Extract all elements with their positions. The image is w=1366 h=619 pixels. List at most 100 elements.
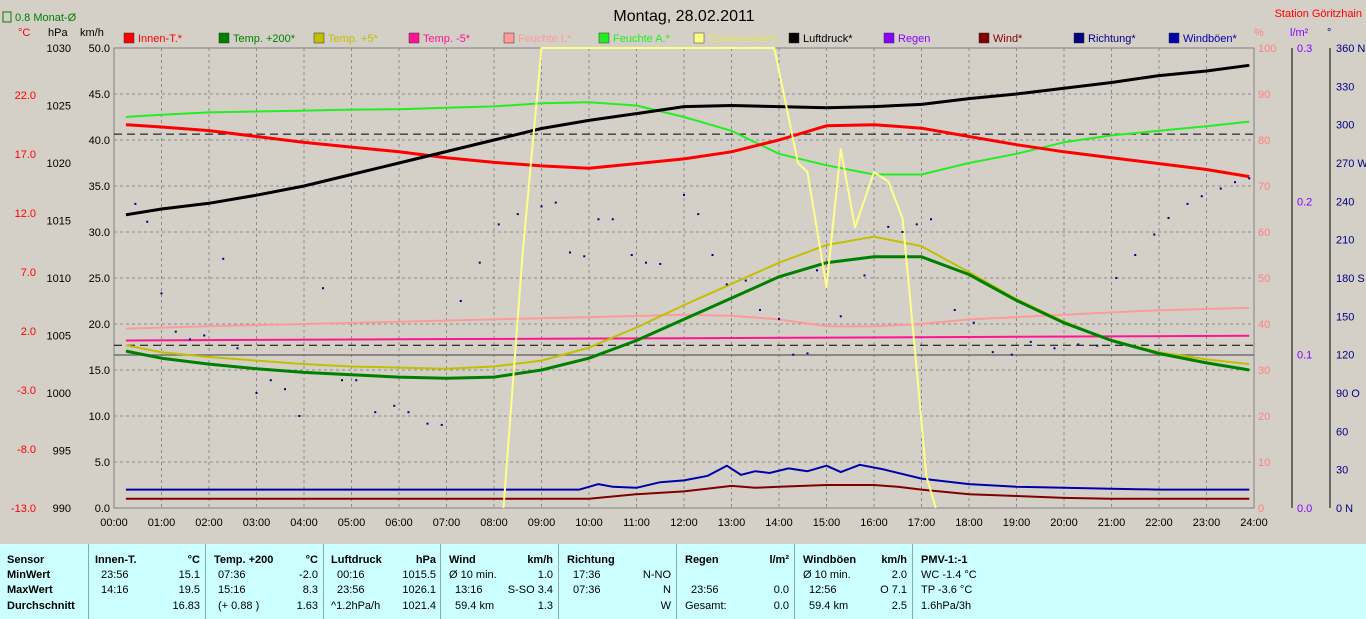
pmv-column: PMV-1:-1 WC -1.4 °C TP -3.6 °C 1.6hPa/3h — [912, 544, 1063, 619]
series-line-feuchte-a- — [125, 101, 1250, 176]
pressure-tick-label: 1010 — [47, 273, 71, 285]
boeen-column: Windböen km/h Ø 10 min. 2.0 12:56 O 7.1 … — [794, 544, 913, 619]
direction-point — [269, 379, 272, 382]
druck-max-time: 23:56 — [337, 584, 365, 596]
humidity-tick-label: 80 — [1258, 135, 1270, 147]
x-tick-label: 08:00 — [480, 517, 508, 529]
x-tick-label: 20:00 — [1050, 517, 1078, 529]
temp-tick-label: -3.0 — [17, 385, 36, 397]
legend-label: Innen-T.* — [138, 33, 183, 45]
direction-point — [683, 193, 685, 196]
wind-unit: km/h — [527, 554, 553, 566]
direction-tick-label: 210 — [1336, 235, 1354, 247]
pressure-tick-label: 1025 — [47, 101, 71, 113]
series-line-feuchte-i- — [125, 306, 1250, 330]
wind-avg-note: 59.4 km — [455, 600, 495, 612]
temp200-avg-note: (+ 0.88 ) — [218, 600, 260, 612]
druck-min-value: 1015.5 — [402, 569, 436, 581]
pmv-dew-point: TP -3.6 °C — [921, 584, 973, 596]
wind-tick-label: 5.0 — [95, 457, 110, 469]
series-line-sonnenschein — [502, 47, 937, 509]
innen-min-time: 23:56 — [101, 569, 129, 581]
x-tick-label: 05:00 — [338, 517, 366, 529]
legend-label: Temp. -5* — [423, 33, 471, 45]
temp200-max-value: 8.3 — [302, 584, 318, 596]
direction-point — [407, 411, 410, 414]
legend-swatch — [978, 32, 990, 44]
wind-tick-label: 20.0 — [89, 319, 110, 331]
temp-tick-label: -8.0 — [17, 444, 36, 456]
direction-point — [322, 287, 324, 290]
direction-point — [160, 292, 163, 295]
x-tick-label: 13:00 — [718, 517, 746, 529]
direction-unit-label: ° — [1327, 27, 1331, 39]
humidity-tick-label: 30 — [1258, 365, 1270, 377]
rain-tick-label: 0.1 — [1297, 350, 1312, 362]
direction-tick-label: 0 N — [1336, 503, 1353, 515]
innen-unit: °C — [187, 554, 200, 566]
x-tick-label: 04:00 — [290, 517, 318, 529]
direction-point — [426, 422, 429, 425]
druck-avg: 1021.4 — [402, 600, 436, 612]
direction-point — [284, 388, 286, 391]
x-tick-label: 12:00 — [670, 517, 698, 529]
weather-chart: 00:00 01:00 02:00 03:00 04:00 05:00 06:00 07:00… — [2, 8, 1366, 529]
direction-point — [901, 231, 904, 233]
rain-unit-label: l/m² — [1290, 27, 1309, 39]
x-tick-label: 18:00 — [955, 517, 983, 529]
row-label-max: MaxWert — [7, 584, 53, 596]
direction-points — [134, 177, 1251, 426]
series-line-luftdruck- — [125, 63, 1250, 217]
direction-tick-label: 60 — [1336, 426, 1348, 438]
direction-point — [1096, 344, 1099, 347]
x-tick-label: 17:00 — [908, 517, 936, 529]
temp200-column: Temp. +200 °C 07:36 -2.0 15:16 8.3 (+ 0.… — [205, 544, 324, 619]
legend-swatch — [408, 32, 420, 44]
direction-point — [1053, 347, 1056, 350]
wind-max-time: 13:16 — [455, 584, 483, 596]
direction-point — [806, 352, 809, 355]
pressure-tick-label: 990 — [53, 503, 71, 515]
series-line-wind- — [125, 484, 1250, 500]
legend-label: Luftdruck* — [803, 33, 853, 45]
direction-point — [744, 279, 747, 282]
x-tick-label: 07:00 — [433, 517, 461, 529]
pmv-wind-chill: WC -1.4 °C — [921, 569, 977, 581]
x-tick-label: 00:00 — [100, 517, 128, 529]
x-tick-label: 16:00 — [860, 517, 888, 529]
legend-label: Feuchte A.* — [613, 33, 671, 45]
wind-min-time: Ø 10 min. — [449, 569, 497, 581]
boeen-unit: km/h — [881, 554, 907, 566]
humidity-tick-label: 40 — [1258, 319, 1270, 331]
direction-point — [554, 201, 557, 204]
boeen-avg-note: 59.4 km — [809, 600, 849, 612]
boeen-max-time: 12:56 — [809, 584, 837, 596]
x-tick-label: 03:00 — [243, 517, 271, 529]
legend-label: Feuchte I.* — [518, 33, 572, 45]
series-line-temp-200- — [125, 255, 1250, 380]
regen-column: Regen l/m² 23:56 0.0 Gesamt: 0.0 — [676, 544, 795, 619]
innen-avg: 16.83 — [172, 600, 200, 612]
direction-tick-label: 300 — [1336, 120, 1354, 132]
humidity-tick-label: 20 — [1258, 411, 1270, 423]
richtung-min-value: N-NO — [642, 569, 671, 581]
temp200-title: Temp. +200 — [214, 554, 274, 566]
pressure-tick-label: 995 — [53, 446, 71, 458]
pressure-tick-label: 1020 — [47, 158, 71, 170]
richtung-max-value: N — [663, 584, 671, 596]
humidity-unit-label: % — [1254, 27, 1264, 39]
legend-swatch — [693, 32, 705, 44]
direction-point — [298, 415, 301, 417]
wind-min-value: 1.0 — [537, 569, 553, 581]
x-tick-label: 06:00 — [385, 517, 413, 529]
series-line-windb-en- — [125, 463, 1250, 491]
rain-tick-label: 0.0 — [1297, 503, 1312, 515]
direction-tick-label: 270 W — [1336, 158, 1366, 170]
direction-point — [1219, 187, 1222, 190]
x-tick-label: 23:00 — [1193, 517, 1221, 529]
direction-tick-label: 120 — [1336, 350, 1354, 362]
richtung-max-time: 07:36 — [573, 584, 601, 596]
pressure-tick-label: 1030 — [47, 43, 71, 55]
temp200-max-time: 15:16 — [218, 584, 246, 596]
wind-tick-label: 40.0 — [89, 135, 110, 147]
